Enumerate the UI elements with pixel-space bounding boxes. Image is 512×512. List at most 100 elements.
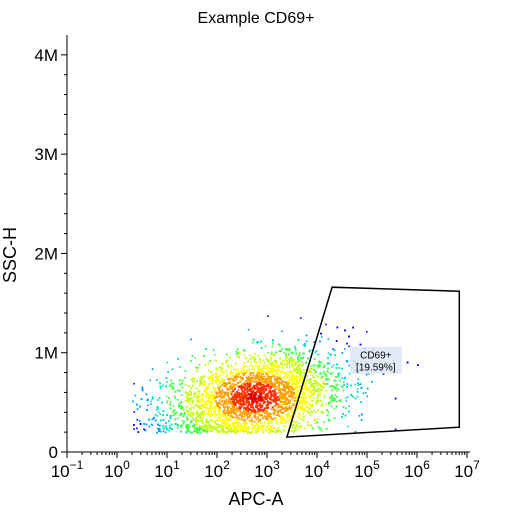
event-point: [354, 397, 357, 400]
event-point: [336, 400, 338, 403]
event-point: [212, 377, 214, 379]
event-point: [151, 368, 154, 370]
event-point: [287, 370, 289, 373]
event-point: [292, 382, 295, 385]
event-point: [270, 363, 273, 365]
event-point: [291, 365, 294, 368]
event-point: [267, 352, 270, 354]
event-point: [281, 347, 284, 350]
event-point: [186, 418, 189, 420]
event-point: [301, 371, 303, 373]
event-point: [278, 350, 281, 352]
event-point: [285, 355, 288, 358]
event-point: [307, 412, 310, 415]
event-point: [187, 401, 189, 403]
event-point: [294, 383, 297, 385]
event-point: [291, 352, 294, 355]
event-point: [206, 429, 208, 431]
event-point: [302, 396, 304, 399]
event-point: [282, 359, 285, 362]
event-point: [270, 420, 273, 422]
event-point: [199, 382, 202, 385]
event-point: [332, 385, 334, 387]
event-point: [211, 420, 213, 422]
event-point: [300, 386, 302, 389]
event-point: [181, 379, 184, 382]
event-point: [302, 352, 304, 355]
event-point: [186, 395, 188, 397]
event-point: [226, 419, 229, 422]
event-point: [337, 384, 339, 386]
event-point: [284, 375, 287, 378]
event-point: [202, 406, 205, 408]
event-point: [288, 366, 291, 369]
event-point: [292, 411, 294, 414]
event-point: [196, 429, 199, 431]
event-point: [297, 366, 299, 369]
event-point: [300, 396, 303, 399]
event-point: [302, 364, 304, 367]
event-point: [197, 399, 200, 401]
event-point: [348, 410, 350, 413]
event-point: [218, 413, 220, 415]
event-point: [201, 421, 204, 424]
event-point: [200, 407, 202, 409]
event-point: [192, 425, 194, 427]
event-point: [335, 405, 338, 407]
event-point: [192, 412, 194, 414]
event-point: [139, 405, 141, 408]
event-point: [193, 407, 195, 409]
event-point: [156, 406, 159, 408]
event-point: [312, 375, 314, 378]
event-point: [359, 383, 362, 385]
event-point: [291, 364, 294, 366]
event-point: [207, 400, 210, 403]
event-point: [209, 380, 211, 382]
event-point: [237, 372, 239, 375]
event-point: [346, 342, 348, 345]
event-point: [288, 349, 291, 351]
event-point: [278, 429, 281, 432]
event-point: [162, 427, 165, 430]
event-point: [208, 426, 211, 428]
event-point: [190, 419, 193, 422]
event-point: [179, 383, 181, 386]
event-point: [277, 373, 279, 376]
event-point: [300, 418, 303, 420]
event-point: [212, 427, 215, 430]
event-point: [196, 370, 199, 373]
event-point: [198, 407, 200, 410]
event-point: [308, 408, 311, 410]
event-point: [246, 369, 248, 371]
event-point: [218, 410, 221, 412]
event-point: [165, 422, 167, 424]
event-point: [238, 352, 241, 355]
event-point: [204, 364, 207, 366]
event-point: [325, 403, 327, 406]
event-point: [293, 345, 296, 348]
event-point: [168, 420, 170, 422]
event-point: [298, 352, 301, 354]
event-point: [272, 339, 274, 341]
event-point: [317, 426, 320, 428]
event-point: [151, 418, 153, 421]
event-point: [250, 423, 252, 426]
event-point: [296, 369, 299, 372]
event-point: [294, 387, 297, 390]
event-point: [325, 323, 327, 326]
event-point: [209, 383, 211, 385]
event-point: [305, 340, 308, 343]
event-point: [196, 380, 198, 382]
event-point: [317, 353, 320, 356]
event-point: [221, 421, 223, 424]
event-point: [344, 376, 346, 379]
event-point: [172, 405, 175, 407]
event-point: [316, 384, 318, 387]
event-point: [357, 384, 360, 386]
event-point: [298, 371, 300, 373]
event-point: [221, 425, 224, 427]
event-point: [296, 367, 298, 369]
event-point: [255, 364, 257, 367]
event-point: [300, 407, 303, 410]
event-point: [222, 427, 224, 429]
